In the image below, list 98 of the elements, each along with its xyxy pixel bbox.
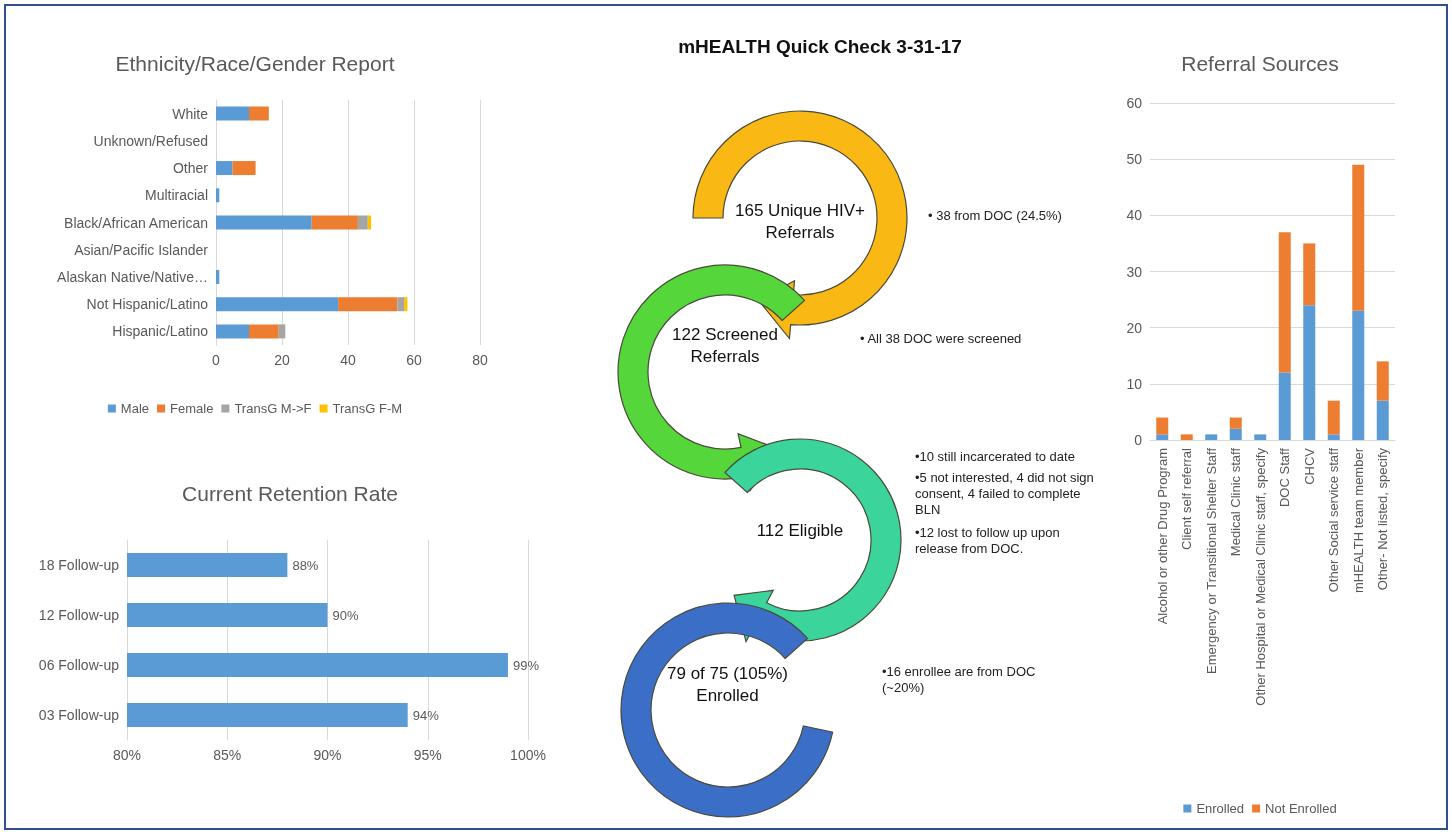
text: 122 Screened Referrals <box>671 324 779 368</box>
bar <box>1352 310 1365 440</box>
bar <box>1254 434 1267 440</box>
text: 79 of 75 (105%) Enrolled <box>666 663 789 707</box>
bar <box>367 215 372 230</box>
y-tick-label: White <box>172 105 209 122</box>
y-tick-label: 20 <box>1126 319 1143 336</box>
x-tick-label: 95% <box>413 747 442 763</box>
bar <box>216 215 312 230</box>
x-tick-label: 100% <box>510 747 546 763</box>
bar <box>1229 417 1242 429</box>
legend-label: TransG M->F <box>234 401 312 416</box>
y-tick-label: Asian/Pacific Islander <box>74 241 209 258</box>
bar <box>216 106 249 121</box>
bar <box>216 297 339 312</box>
legend-label: Not Enrolled <box>1265 801 1337 816</box>
text: 112 Eligible <box>755 520 845 542</box>
bar <box>1278 372 1291 440</box>
x-tick-label: Other- Not listed, specify <box>1375 447 1391 591</box>
y-tick-label: 60 <box>1126 95 1143 111</box>
y-tick-label: Unknown/Refused <box>93 132 208 149</box>
y-tick-label: 03 Follow-up <box>38 707 120 723</box>
x-tick-label: Other Social service staff <box>1326 447 1342 593</box>
y-tick-label: Not Hispanic/Latino <box>86 296 209 313</box>
text: •12 lost to follow up upon release from DOC. <box>915 525 1061 557</box>
x-tick-label: Emergency or Transitional Shelter Staff <box>1203 447 1219 674</box>
bar <box>1303 305 1316 440</box>
data-label: 88% <box>292 557 319 573</box>
bar <box>216 188 220 203</box>
x-tick-label: Alcohol or other Drug Program <box>1154 448 1170 625</box>
y-tick-label: 30 <box>1126 263 1143 280</box>
y-tick-label: 0 <box>1134 432 1143 448</box>
x-tick-label: 80 <box>472 352 488 368</box>
legend-label: Female <box>170 401 214 416</box>
bar <box>311 215 358 230</box>
legend-label: Enrolled <box>1196 801 1245 816</box>
x-tick-label: mHEALTH team member <box>1350 447 1366 593</box>
x-tick-label: Medical Clinic staff <box>1228 447 1244 557</box>
bar <box>1376 361 1389 401</box>
bar <box>1156 434 1169 440</box>
chart-title: Referral Sources <box>1181 52 1339 75</box>
text: •16 enrollee are from DOC (~20%) <box>882 664 1037 696</box>
bar <box>1327 434 1340 440</box>
x-tick-label: 80% <box>112 747 142 763</box>
bar <box>1205 434 1218 440</box>
y-tick-label: 06 Follow-up <box>38 657 120 673</box>
bar <box>1352 164 1365 311</box>
data-label: 99% <box>512 657 540 673</box>
bar <box>1156 417 1169 435</box>
y-tick-label: Other <box>172 160 209 177</box>
y-tick-label: 10 <box>1126 375 1143 392</box>
bar <box>278 324 286 339</box>
bar <box>1327 400 1340 435</box>
text: • 38 from DOC (24.5%) <box>928 208 1063 224</box>
x-tick-label: 60 <box>406 352 422 368</box>
x-tick-label: 40 <box>340 352 356 368</box>
bar <box>249 324 279 339</box>
x-tick-label: 85% <box>213 747 242 763</box>
y-tick-label: Multiracial <box>144 187 208 204</box>
text: 165 Unique HIV+ Referrals <box>734 200 866 244</box>
bar <box>1180 434 1193 440</box>
x-tick-label: Other Hospital or Medical Clinic staff, specify <box>1252 447 1268 706</box>
text: •5 not interested, 4 did not sign consent, 4 failed to complete BLN <box>915 470 1095 518</box>
legend-label: Male <box>120 401 150 416</box>
x-tick-label: 20 <box>274 352 290 368</box>
bar <box>1376 400 1389 440</box>
bar <box>404 297 408 312</box>
x-tick-label: 0 <box>212 352 221 368</box>
bar <box>397 297 405 312</box>
chart-title: Ethnicity/Race/Gender Report <box>115 52 395 75</box>
text: mHEALTH Quick Check 3-31-17 <box>677 36 963 58</box>
x-tick-label: DOC Staff <box>1277 447 1293 508</box>
y-tick-label: Alaskan Native/Native… <box>57 268 208 285</box>
x-tick-label: 90% <box>313 747 342 763</box>
chart-title: Current Retention Rate <box>182 482 398 505</box>
bar <box>216 324 249 339</box>
y-tick-label: 12 Follow-up <box>38 607 120 623</box>
y-tick-label: 50 <box>1126 151 1143 168</box>
bar <box>1303 243 1316 306</box>
y-tick-label: Black/African American <box>64 214 208 231</box>
y-tick-label: Hispanic/Latino <box>112 323 209 340</box>
bar <box>338 297 398 312</box>
bar <box>216 269 220 284</box>
y-tick-label: 40 <box>1126 207 1143 224</box>
bar <box>1229 428 1242 440</box>
bar <box>357 215 368 230</box>
bar <box>249 106 269 121</box>
text: •10 still incarcerated to date <box>915 449 1076 465</box>
y-tick-label: 18 Follow-up <box>38 557 120 573</box>
x-tick-label: Client self referral <box>1179 447 1195 550</box>
legend-label: TransG F-M <box>332 401 403 416</box>
bar <box>216 161 233 176</box>
data-label: 90% <box>332 607 359 623</box>
data-label: 94% <box>412 707 440 723</box>
x-tick-label: CHCV <box>1301 447 1317 485</box>
text: • All 38 DOC were screened <box>860 331 1023 347</box>
bar <box>1278 232 1291 373</box>
bar <box>232 161 256 176</box>
